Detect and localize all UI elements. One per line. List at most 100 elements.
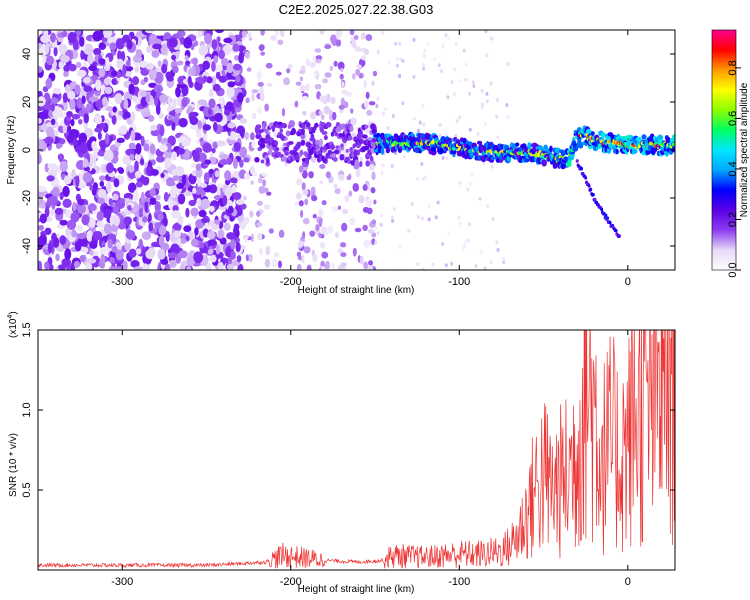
heatmap-cell <box>93 48 102 56</box>
heatmap-cell <box>298 200 304 207</box>
heatmap-cell <box>482 161 486 166</box>
heatmap-cell <box>181 139 191 147</box>
heatmap-cell <box>38 139 44 150</box>
heatmap-cell <box>50 97 59 105</box>
heatmap-cell <box>143 111 151 117</box>
heatmap-cell <box>457 215 461 220</box>
heatmap-cell <box>99 180 105 187</box>
heatmap-cell <box>323 105 330 115</box>
heatmap-cell <box>418 120 422 125</box>
heatmap-cell <box>157 248 166 260</box>
heatmap-cell <box>341 89 348 95</box>
heatmap-cell <box>189 116 199 126</box>
heatmap-cell <box>169 259 177 268</box>
heatmap-cell <box>367 137 374 141</box>
heatmap-cell <box>321 95 329 105</box>
heatmap-cell <box>502 260 506 265</box>
heatmap-cell <box>166 76 174 82</box>
heatmap-cell <box>215 244 221 255</box>
heatmap-cell <box>70 262 76 270</box>
heatmap-cell <box>579 166 583 171</box>
heatmap-cell <box>154 222 161 230</box>
heatmap-cell <box>421 267 425 270</box>
heatmap-cell <box>222 44 232 56</box>
heatmap-cell <box>416 262 420 267</box>
heatmap-cell <box>76 224 84 232</box>
heatmap-cell <box>122 64 127 76</box>
heatmap-cell <box>193 251 204 264</box>
heatmap-cell <box>672 134 675 141</box>
heatmap-cell <box>295 81 302 86</box>
heatmap-cell <box>223 37 233 44</box>
heatmap-cell <box>464 239 468 244</box>
heatmap-cell <box>92 182 99 191</box>
heatmap-cell <box>310 133 315 139</box>
heatmap-cell <box>486 203 490 208</box>
y-tick-label: 0 <box>21 147 33 153</box>
y-tick-label: -20 <box>21 190 33 206</box>
heatmap-cell <box>181 97 188 108</box>
heatmap-cell <box>316 143 320 151</box>
heatmap-cell <box>464 62 468 67</box>
heatmap-cell <box>71 229 77 238</box>
heatmap-cell <box>302 217 310 225</box>
heatmap-cell <box>155 194 161 201</box>
x-tick-label: -300 <box>111 276 133 288</box>
heatmap-cell <box>480 88 484 93</box>
heatmap-cell <box>362 224 368 232</box>
heatmap-cell <box>122 260 128 270</box>
heatmap-cell <box>158 235 165 247</box>
heatmap-cell <box>349 30 355 36</box>
heatmap-cell <box>138 207 144 219</box>
heatmap-cell <box>246 67 252 72</box>
heatmap-cell <box>185 60 191 66</box>
heatmap-cell <box>154 201 161 213</box>
heatmap-cell <box>319 241 326 249</box>
heatmap-cell <box>453 67 457 72</box>
heatmap-cell <box>352 72 356 80</box>
heatmap-cell <box>131 76 140 86</box>
heatmap-cell <box>575 159 579 163</box>
heatmap-cell <box>354 159 360 166</box>
heatmap-cell <box>362 134 368 139</box>
heatmap-cell <box>300 240 304 248</box>
heatmap-cell <box>227 205 234 214</box>
heatmap-cell <box>98 175 106 181</box>
heatmap-cell <box>251 112 257 120</box>
heatmap-cell <box>145 93 151 103</box>
heatmap-cell <box>38 66 43 73</box>
heatmap-cell <box>645 149 651 155</box>
heatmap-cell <box>38 106 44 112</box>
heatmap-cell <box>38 117 42 125</box>
heatmap-cell <box>232 63 242 71</box>
heatmap-cell <box>75 61 82 69</box>
heatmap-cell <box>145 249 155 260</box>
heatmap-cell <box>213 121 218 132</box>
heatmap-cell <box>203 172 210 183</box>
heatmap-cell <box>380 147 385 155</box>
heatmap-cell <box>330 96 336 105</box>
heatmap-cell <box>198 44 209 56</box>
heatmap-cell <box>38 234 47 247</box>
heatmap-cell <box>245 97 250 104</box>
heatmap-cell <box>128 164 135 173</box>
heatmap-cell <box>115 38 125 50</box>
spectrogram-x-axis-title: Height of straight line (km) <box>298 285 415 296</box>
heatmap-cell <box>200 198 211 209</box>
heatmap-cell <box>227 81 236 88</box>
heatmap-cell <box>344 156 350 162</box>
heatmap-cell <box>50 103 55 112</box>
heatmap-cell <box>319 180 324 185</box>
heatmap-cell <box>420 216 424 221</box>
heatmap-cell <box>321 130 328 135</box>
heatmap-cell <box>339 153 345 161</box>
heatmap-cell <box>131 95 138 102</box>
heatmap-cell <box>71 113 81 120</box>
heatmap-cell <box>59 160 68 172</box>
heatmap-cell <box>194 227 199 236</box>
heatmap-cell <box>319 138 323 147</box>
x-tick-label: -200 <box>280 276 302 288</box>
heatmap-cell <box>89 184 94 191</box>
heatmap-cell <box>366 109 373 116</box>
heatmap-cell <box>77 236 87 247</box>
